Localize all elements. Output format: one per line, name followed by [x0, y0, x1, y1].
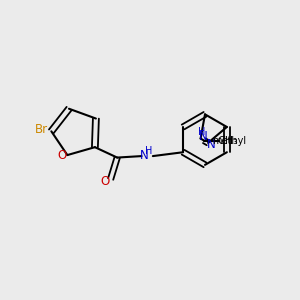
Text: H: H	[198, 127, 206, 137]
Text: N: N	[207, 138, 216, 151]
Text: N: N	[140, 149, 148, 162]
Text: N: N	[199, 130, 207, 143]
Text: methyl: methyl	[212, 136, 246, 146]
Text: O: O	[101, 175, 110, 188]
Text: Br: Br	[35, 123, 48, 136]
Text: H: H	[145, 146, 153, 156]
Text: CH₃: CH₃	[217, 136, 238, 146]
Text: O: O	[57, 148, 67, 162]
